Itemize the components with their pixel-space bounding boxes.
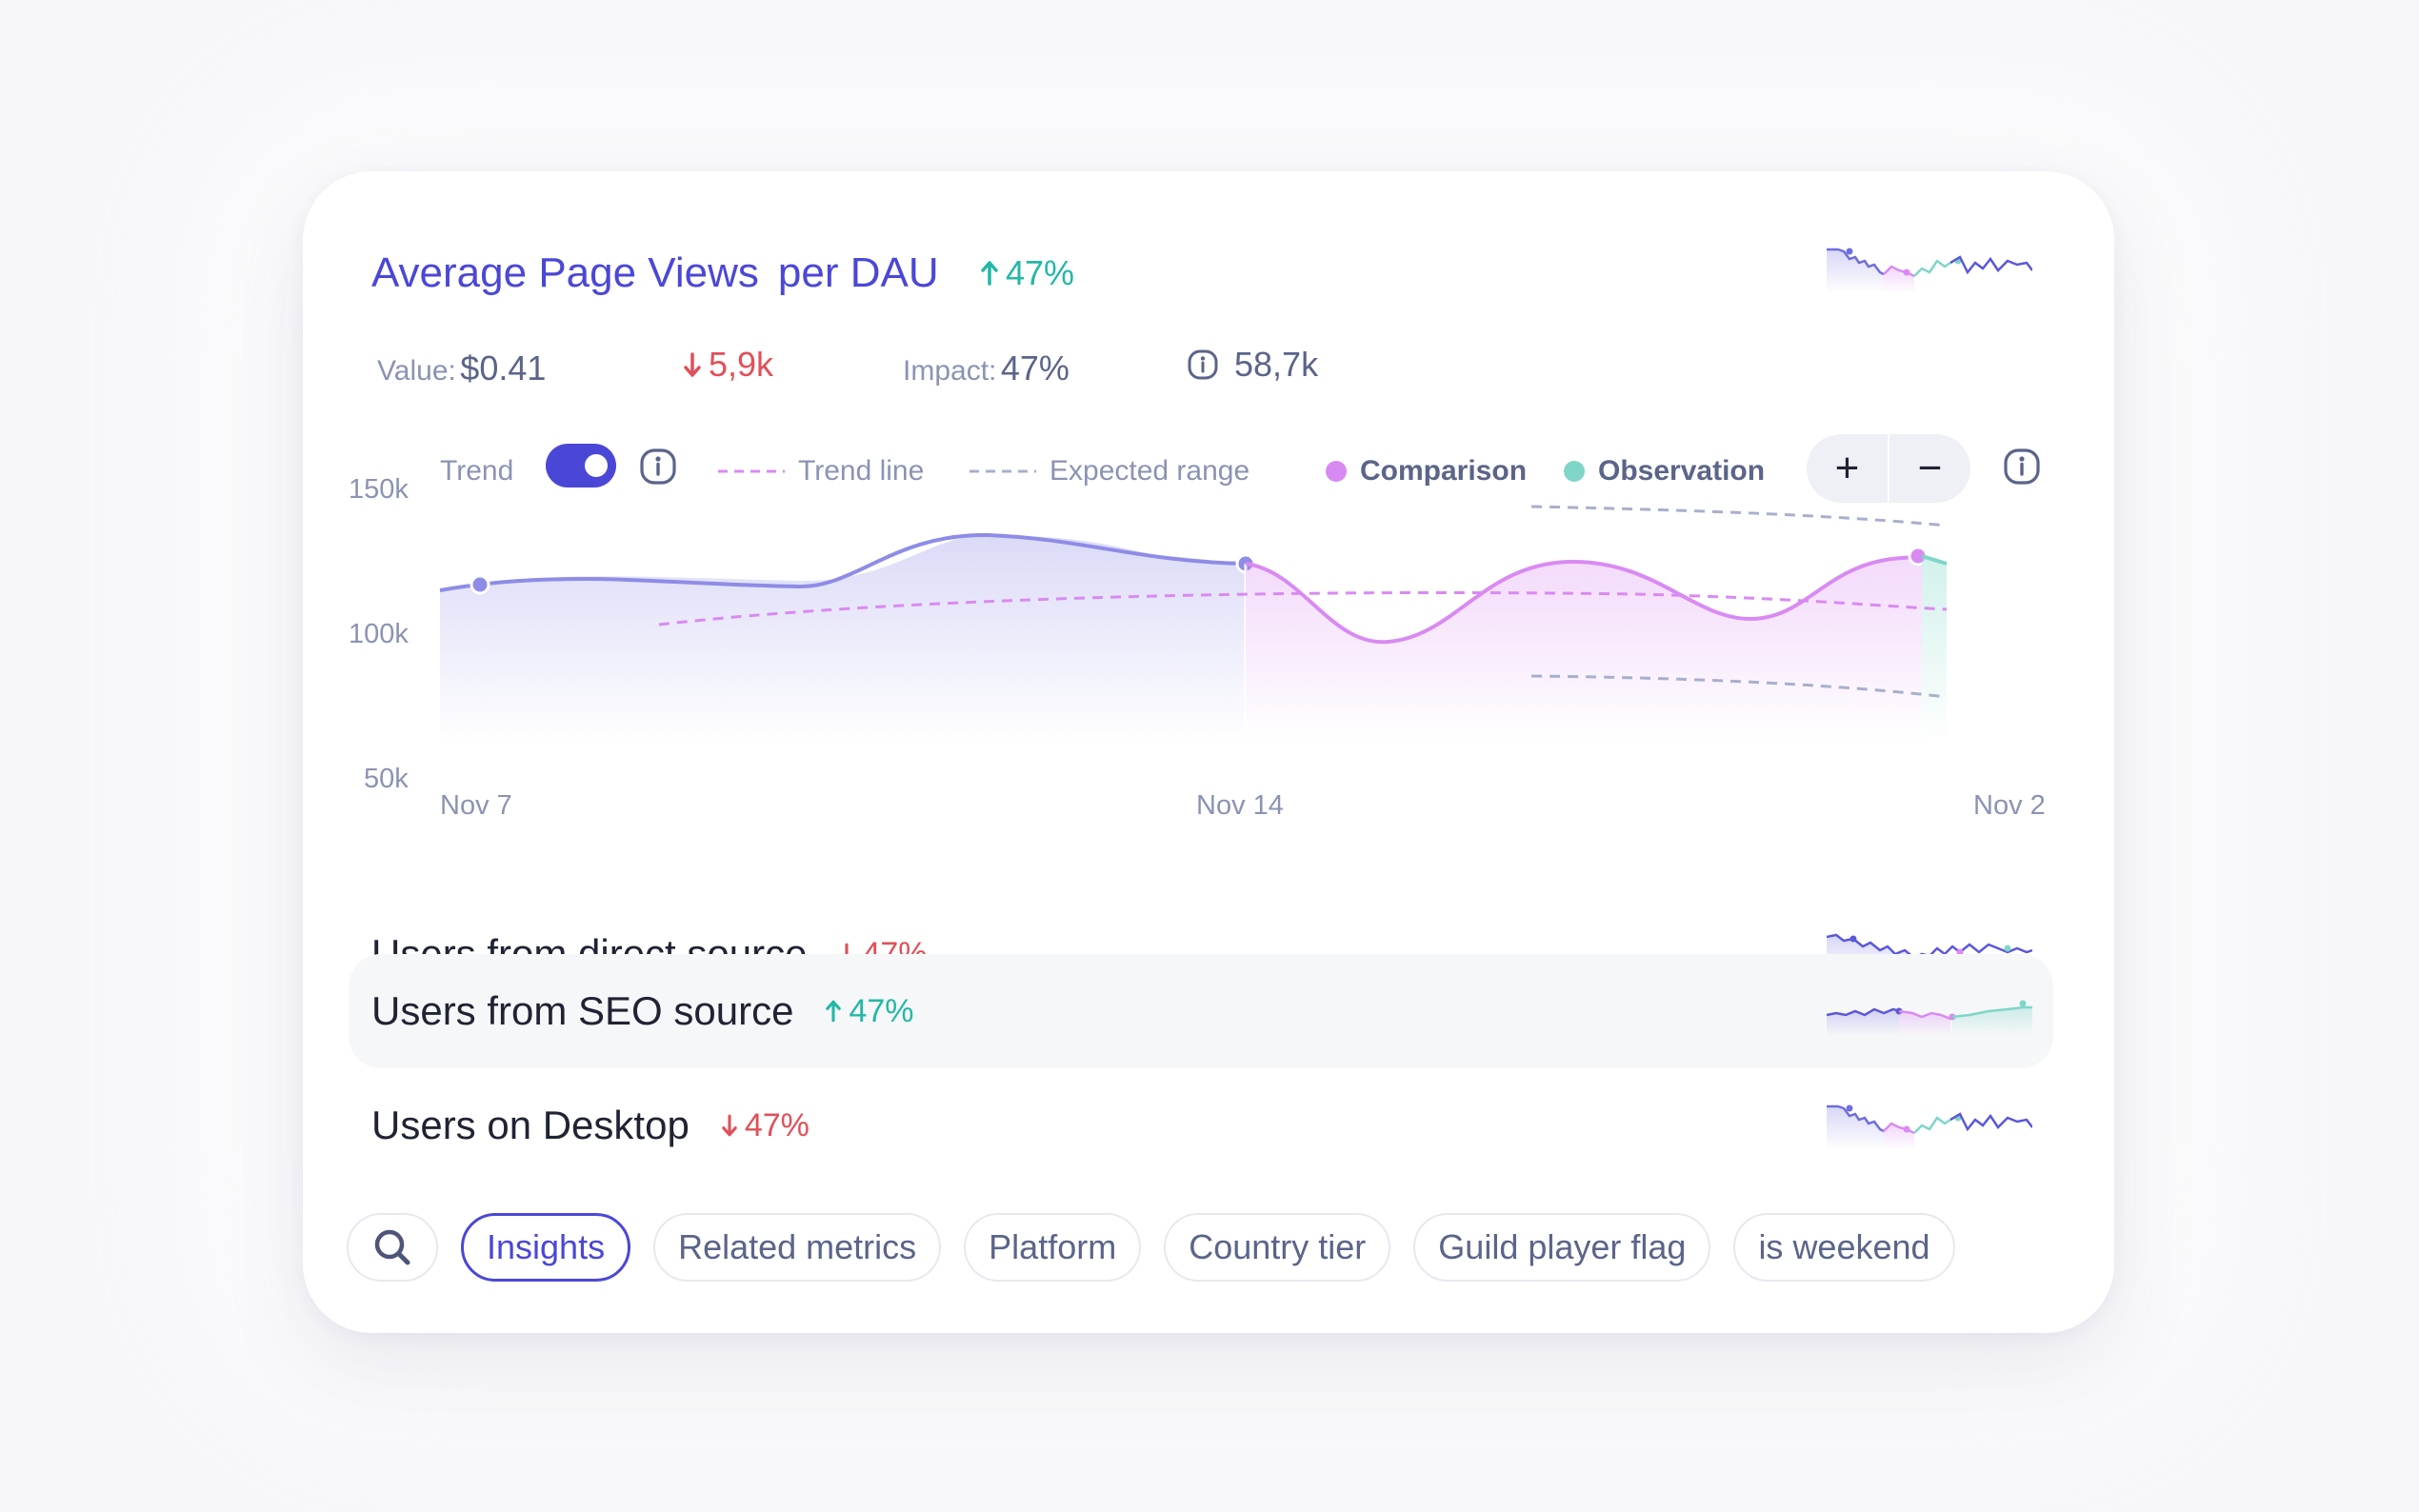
metric-change-value: 47%: [1006, 253, 1075, 292]
stat-impact: Impact: 47%: [903, 348, 1070, 388]
arrow-up-icon: [826, 1000, 842, 1023]
filter-chips: Insights Related metrics Platform Countr…: [347, 1213, 1955, 1282]
metric-row-desktop[interactable]: Users on Desktop 47%: [349, 1068, 2053, 1183]
row-change-value: 47%: [744, 1106, 810, 1144]
stat-info-value: 58,7k: [1234, 345, 1319, 384]
legend-comparison-label: Comparison: [1360, 455, 1528, 487]
zoom-in-button[interactable]: +: [1834, 445, 1860, 491]
stat-value-number: $0.41: [460, 348, 547, 388]
y-tick-100k: 100k: [349, 619, 409, 649]
baseline-point-mid: [1235, 553, 1256, 574]
arrow-up-icon: [981, 261, 998, 286]
trend-line: [658, 590, 1948, 627]
metric-title-main: Average Page Views: [371, 249, 759, 296]
dashed-line-icon: [718, 469, 785, 473]
chip-insights[interactable]: Insights: [461, 1213, 631, 1282]
comparison-area: [1246, 556, 1922, 743]
baseline-area: [440, 534, 1246, 743]
row-change: 47%: [826, 992, 914, 1030]
stat-impact-label: Impact:: [903, 355, 997, 387]
legend-trend-line: Trend line: [718, 448, 924, 495]
y-tick-50k: 50k: [364, 764, 409, 794]
metric-title: Average Page Views per DAU: [371, 249, 939, 297]
chip-is-weekend[interactable]: is weekend: [1733, 1213, 1955, 1282]
zoom-out-button[interactable]: −: [1917, 445, 1943, 491]
chart-info-icon[interactable]: [2002, 447, 2042, 487]
legend-observation[interactable]: Observation: [1564, 448, 1765, 495]
legend-trend-line-label: Trend line: [798, 455, 925, 487]
row-sparkline: [1827, 1104, 2032, 1150]
observation-area: [1922, 556, 1947, 743]
observation-line: [1921, 554, 1948, 566]
row-change: 47%: [722, 1107, 810, 1144]
comparison-line: [1245, 554, 1923, 645]
expected-range-upper: [1530, 505, 1948, 527]
metric-title-suffix: per DAU: [777, 249, 939, 296]
metric-card: Average Page Views per DAU 47% Value: $0.…: [303, 171, 2114, 1333]
stat-value-label: Value:: [377, 355, 456, 387]
chip-guild-player-flag[interactable]: Guild player flag: [1413, 1213, 1711, 1282]
expected-range-lower: [1530, 674, 1948, 699]
search-icon: [374, 1229, 410, 1265]
stat-change: 5,9k: [684, 345, 773, 385]
stat-info: 58,7k: [1187, 345, 1318, 385]
baseline-line: [439, 532, 1247, 592]
chip-related-metrics[interactable]: Related metrics: [653, 1213, 942, 1282]
info-icon[interactable]: [1187, 348, 1219, 381]
legend-expected-range-label: Expected range: [1050, 455, 1250, 487]
zoom-controls: + −: [1807, 434, 1970, 503]
row-sparkline: [1827, 1000, 2032, 1036]
arrow-down-icon: [684, 352, 701, 377]
y-tick-150k: 150k: [349, 474, 409, 505]
row-change-value: 47%: [849, 992, 914, 1029]
chip-platform[interactable]: Platform: [964, 1213, 1142, 1282]
x-tick-nov-14: Nov 14: [1196, 790, 1284, 821]
comparison-dot-icon: [1326, 461, 1347, 482]
trend-info-icon[interactable]: [638, 447, 678, 487]
zoom-divider: [1888, 434, 1889, 503]
metric-sparkline: [1827, 248, 2032, 293]
search-button[interactable]: [347, 1213, 438, 1282]
toggle-knob: [585, 454, 608, 477]
baseline-point-start: [470, 574, 490, 595]
trend-label: Trend: [440, 455, 514, 487]
legend-expected-range: Expected range: [970, 448, 1249, 495]
stat-change-value: 5,9k: [709, 345, 774, 384]
dashed-line-icon: [970, 469, 1036, 473]
comparison-point-end: [1908, 546, 1929, 567]
row-name: Users on Desktop: [371, 1103, 690, 1147]
legend-comparison[interactable]: Comparison: [1326, 448, 1527, 495]
chip-country-tier[interactable]: Country tier: [1164, 1213, 1391, 1282]
x-tick-nov-2: Nov 2: [1973, 790, 2046, 821]
metric-change: 47%: [981, 253, 1074, 293]
legend-observation-label: Observation: [1598, 455, 1766, 487]
metric-row-seo[interactable]: Users from SEO source 47%: [349, 954, 2053, 1068]
row-name: Users from SEO source: [371, 988, 794, 1033]
stat-impact-value: 47%: [1000, 348, 1070, 388]
stat-value: Value: $0.41: [377, 348, 546, 388]
observation-dot-icon: [1564, 461, 1585, 482]
x-tick-nov-7: Nov 7: [440, 790, 512, 821]
trend-toggle[interactable]: [546, 444, 616, 487]
arrow-down-icon: [722, 1114, 737, 1137]
